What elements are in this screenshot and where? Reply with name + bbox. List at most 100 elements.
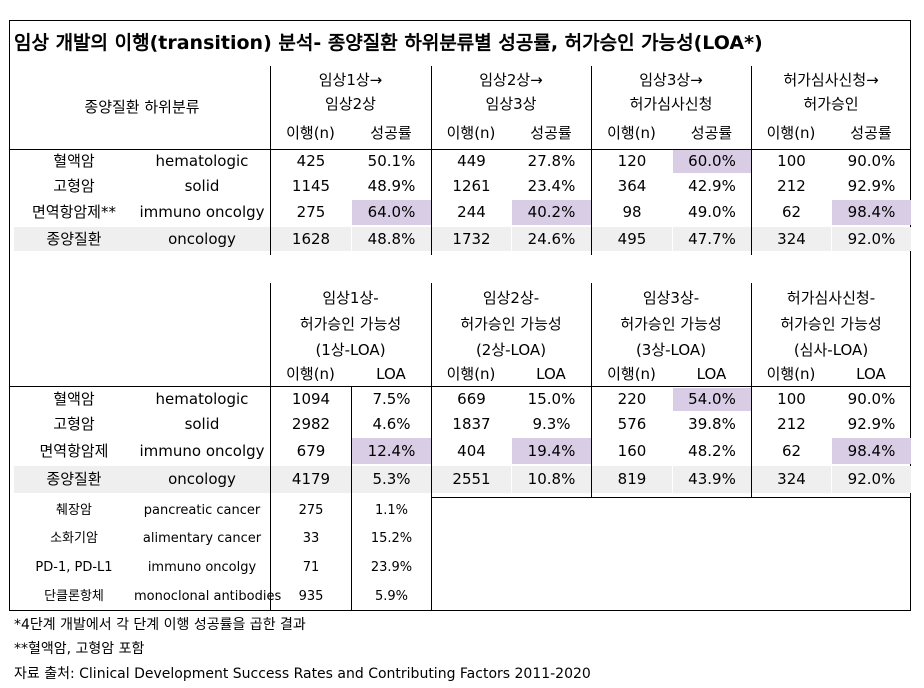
row-label-ko: 고형암 (53, 415, 95, 433)
count-cell: 212 (777, 177, 806, 195)
loa-cell: 43.9% (673, 466, 751, 493)
rate-cell: 50.1% (367, 152, 416, 170)
count-cell: 220 (617, 390, 647, 408)
extra-loa-cell: 15.2% (370, 531, 413, 546)
rate-cell: 24.6% (512, 227, 591, 251)
sub-header-count: 이행(n) (607, 124, 656, 142)
loa-cell: 4.6% (372, 415, 411, 433)
sub-header-loa: LOA (696, 365, 727, 383)
rate-cell: 47.7% (673, 227, 751, 251)
row-label-en: oncology (134, 227, 270, 251)
loa-cell: 98.4% (832, 438, 911, 464)
phase-header-line2: 임상2상 (325, 95, 376, 113)
extra-count-cell: 275 (298, 503, 324, 518)
phase-header-line1: 임상3상- (642, 289, 700, 307)
count-cell: 275 (296, 203, 326, 221)
count-cell: 98 (622, 203, 642, 221)
phase-header-line3: (심사-LOA) (793, 341, 869, 359)
phase-header-line2: 허가승인 (803, 95, 859, 113)
row-label-en: oncology (134, 466, 270, 493)
count-cell: 1145 (291, 177, 331, 195)
sub-header-rate: 성공률 (690, 124, 733, 142)
phase-header-line1: 임상2상- (482, 289, 540, 307)
phase-header-line1: 임상1상- (322, 289, 379, 307)
footnote-source: 자료 출처: Clinical Development Success Rate… (14, 666, 591, 682)
sub-header-count: 이행(n) (607, 365, 656, 383)
table-bottom-rule (431, 497, 911, 498)
count-cell: 62 (781, 203, 802, 221)
sub-header-count: 이행(n) (446, 124, 496, 142)
loa-cell: 12.4% (352, 438, 431, 464)
count-cell: 100 (777, 390, 806, 408)
rate-cell: 27.8% (527, 152, 576, 170)
sub-header-loa: LOA (536, 365, 566, 383)
loa-cell: 92.0% (832, 466, 911, 493)
extra-row-label-en: monoclonal antibodies (134, 589, 282, 604)
loa-cell: 19.4% (512, 438, 591, 464)
count-cell: 324 (752, 466, 831, 493)
phase-header-line1: 임상3상→ (639, 71, 703, 89)
rate-cell: 90.0% (847, 152, 896, 170)
extra-row-label-en: immuno oncolgy (147, 560, 257, 575)
footnote-2: **혈액암, 고형암 포함 (14, 641, 145, 657)
loa-cell: 7.5% (372, 390, 411, 408)
sub-header-count: 이행(n) (286, 124, 335, 142)
extra-row-label-ko: 소화기암 (50, 531, 98, 546)
row-label-ko: 혈액암 (53, 152, 95, 170)
sub-header-rate: 성공률 (850, 124, 892, 142)
count-cell: 576 (617, 415, 647, 433)
sub-header-count: 이행(n) (766, 365, 816, 383)
table-frame (9, 20, 911, 611)
row-label-en: solid (184, 177, 220, 195)
extra-loa-cell: 1.1% (374, 503, 409, 518)
column-divider (591, 66, 592, 255)
row-label-en: solid (184, 415, 220, 433)
count-cell: 449 (457, 152, 486, 170)
rate-cell: 23.4% (527, 177, 576, 195)
count-cell: 4179 (271, 466, 351, 493)
extra-row-label-ko: 췌장암 (56, 503, 92, 518)
count-cell: 100 (777, 152, 806, 170)
sub-header-count: 이행(n) (286, 365, 335, 383)
phase-header-line2: 허가승인 가능성 (620, 315, 722, 333)
phase-header-line1: 허가심사신청→ (783, 71, 879, 89)
footnote-1: *4단계 개발에서 각 단계 이행 성공률을 곱한 결과 (14, 617, 306, 633)
rate-cell: 98.4% (832, 200, 911, 225)
loa-cell: 15.0% (527, 390, 576, 408)
row-label-ko: 종양질환 (14, 227, 134, 251)
row-label-en: immuno oncolgy (139, 203, 265, 221)
phase-header-line2: 허가승인 가능성 (780, 315, 882, 333)
sub-header-loa: LOA (376, 365, 406, 383)
phase-header-line3: (2상-LOA) (475, 341, 547, 359)
row-label-en: hematologic (155, 390, 249, 408)
count-cell: 1261 (452, 177, 491, 195)
row-label-ko: 혈액암 (53, 390, 95, 408)
count-cell: 160 (617, 442, 647, 460)
header-underline (10, 149, 911, 150)
count-cell: 1094 (291, 390, 331, 408)
count-cell: 120 (617, 152, 647, 170)
phase-header-line3: (1상-LOA) (315, 341, 386, 359)
rate-cell: 92.9% (847, 177, 896, 195)
phase-header-line2: 허가승인 가능성 (460, 315, 562, 333)
rate-cell: 48.9% (367, 177, 416, 195)
count-cell: 212 (777, 415, 806, 433)
phase-header-line1: 임상2상→ (479, 71, 543, 89)
category-header: 종양질환 하위분류 (84, 98, 200, 116)
row-label-en: immuno oncolgy (139, 442, 265, 460)
extra-row-label-ko: 단클론항체 (44, 589, 104, 604)
extra-count-cell: 935 (298, 589, 324, 604)
row-label-ko: 면역항암제 (39, 442, 109, 460)
sub-header-count: 이행(n) (766, 124, 816, 142)
rate-cell: 40.2% (512, 200, 591, 225)
count-cell: 679 (296, 442, 326, 460)
extra-count-cell: 71 (302, 560, 320, 575)
column-divider (431, 497, 432, 611)
row-label-en: hematologic (155, 152, 249, 170)
count-cell: 2982 (291, 415, 331, 433)
rate-cell: 64.0% (352, 200, 431, 225)
rate-cell: 92.0% (832, 227, 911, 251)
column-divider (351, 386, 352, 611)
count-cell: 819 (592, 466, 672, 493)
phase-header-line2: 허가승인 가능성 (299, 315, 402, 333)
